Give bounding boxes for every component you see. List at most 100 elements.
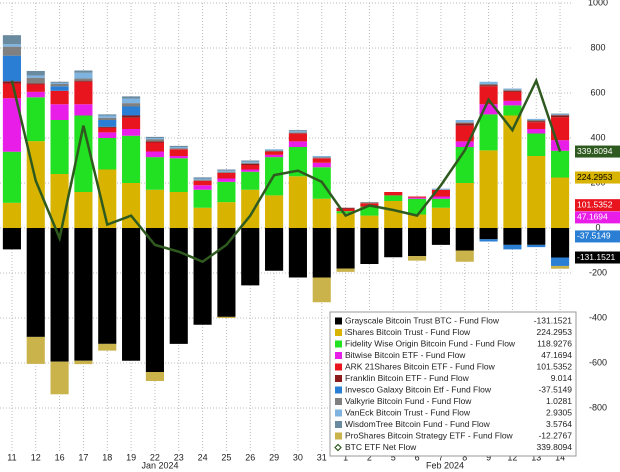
legend-value: 224.2953 <box>537 327 573 337</box>
bar-segment <box>360 215 379 228</box>
legend-value: -12.2767 <box>538 430 572 440</box>
bar-segment <box>408 197 427 199</box>
bar-segment <box>360 206 379 216</box>
x-tick-label: 8 <box>462 452 467 462</box>
bar-segment <box>431 207 450 228</box>
legend-value: -37.5149 <box>538 384 572 394</box>
bar-segment <box>455 125 474 142</box>
legend-marker <box>335 317 342 325</box>
bar-segment <box>503 90 522 92</box>
bar-segment <box>503 244 522 250</box>
bar-segment <box>479 114 498 151</box>
value-tag <box>575 199 620 212</box>
bar-segment <box>2 35 21 45</box>
bar-segment <box>551 114 570 116</box>
bar-segment <box>241 189 260 228</box>
legend-label: Franklin Bitcoin ETF - Fund Flow <box>345 373 470 383</box>
bar-segment <box>479 84 498 86</box>
bar-segment <box>193 180 212 186</box>
bar-segment <box>50 90 69 105</box>
bar-segment <box>26 70 45 76</box>
bar-segment <box>145 139 164 142</box>
bar-segment <box>2 228 21 250</box>
bar-segment <box>98 117 117 120</box>
bar-segment <box>193 189 212 208</box>
bar-segment <box>217 171 236 173</box>
x-tick-label: 17 <box>78 452 88 462</box>
bar-segment <box>2 55 21 82</box>
bar-segment <box>122 228 141 361</box>
bar-segment <box>241 171 260 190</box>
bar-segment <box>50 361 69 395</box>
legend-label: VanEck Bitcoin Trust - Fund Flow <box>345 407 471 417</box>
bar-segment <box>265 150 284 152</box>
bar-segment <box>288 176 307 228</box>
bar-segment <box>98 127 117 133</box>
bar-segment <box>26 77 45 84</box>
legend-box <box>329 311 577 457</box>
bar-segment <box>336 207 355 209</box>
bar-segment <box>503 105 522 116</box>
value-tag <box>575 211 620 224</box>
bar-segment <box>551 177 570 228</box>
bar-segment <box>288 141 307 147</box>
bar-segment <box>288 131 307 133</box>
bar-segment <box>193 185 212 190</box>
x-tick-label: 5 <box>391 452 396 462</box>
bar-segment <box>74 228 93 361</box>
bar-segment <box>527 118 546 120</box>
bar-segment <box>193 178 212 180</box>
bar-segment <box>74 81 93 105</box>
x-tick-label: 30 <box>293 452 303 462</box>
y-tick-label: 800 <box>590 42 605 52</box>
x-tick-label: 18 <box>102 452 112 462</box>
legend-marker <box>335 421 342 428</box>
bar-segment <box>122 106 141 116</box>
bar-segment <box>288 132 307 134</box>
bar-segment <box>288 130 307 132</box>
bar-segment <box>312 157 331 159</box>
bar-segment <box>336 228 355 269</box>
bar-segment <box>241 162 260 164</box>
y-tick-label: -400 <box>589 312 607 322</box>
bar-segment <box>169 147 188 149</box>
y-tick-label: 400 <box>590 132 605 142</box>
bar-segment <box>217 172 236 179</box>
legend-marker <box>335 432 342 440</box>
month-label: Feb 2024 <box>426 460 464 470</box>
legend-label: Valkyrie Bitcoin Fund - Fund Flow <box>345 396 472 406</box>
bar-segment <box>288 147 307 177</box>
bar-segment <box>527 120 546 122</box>
value-tag-label: 47.1694 <box>577 212 608 222</box>
bar-segment <box>384 201 403 228</box>
x-tick-label: 16 <box>55 452 65 462</box>
bar-segment <box>479 81 498 84</box>
legend-label: BTC ETF Net Flow <box>345 442 417 452</box>
bar-segment <box>217 178 236 182</box>
bar-segment <box>169 192 188 228</box>
value-tag-label: -37.5149 <box>577 231 611 241</box>
bar-segment <box>431 188 450 190</box>
bar-segment <box>431 198 450 208</box>
bar-segment <box>431 196 450 199</box>
bar-segment <box>145 138 164 140</box>
bar-segment <box>479 228 498 240</box>
bar-segment <box>336 213 355 228</box>
legend-value: 9.014 <box>551 373 573 383</box>
y-tick-label: 1000 <box>588 0 608 7</box>
bar-segment <box>169 149 188 156</box>
bar-segment <box>2 98 21 152</box>
bar-segment <box>122 117 141 129</box>
bar-segment <box>74 70 93 73</box>
x-tick-label: 23 <box>174 452 184 462</box>
bar-segment <box>551 265 570 269</box>
legend-label: ARK 21Shares Bitcoin ETF - Fund Flow <box>345 361 496 371</box>
bar-segment <box>527 129 546 134</box>
bar-segment <box>455 141 474 147</box>
bar-segment <box>145 141 164 143</box>
bar-segment <box>2 151 21 203</box>
net-flow-line <box>10 77 562 264</box>
bar-segment <box>455 250 474 262</box>
legend-marker <box>334 443 342 452</box>
bar-segment <box>2 44 21 47</box>
